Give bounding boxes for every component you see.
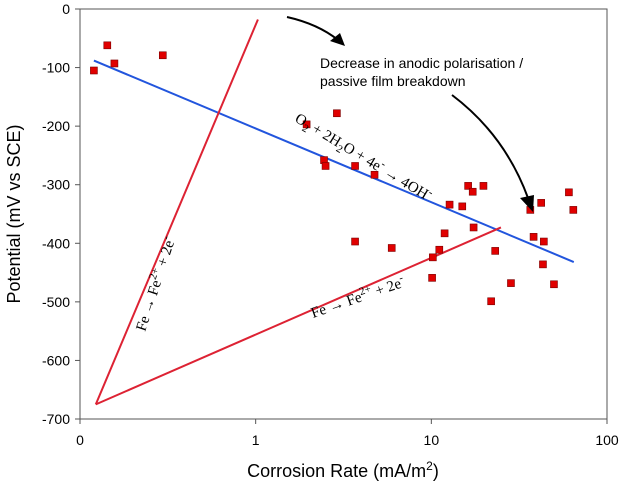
x-axis: 0 1 10 100 <box>76 419 619 448</box>
y-axis: 0 -100 -200 -300 -400 -500 -600 -700 <box>42 1 80 427</box>
annotation-line-2: passive film breakdown <box>320 73 466 89</box>
data-point <box>446 201 453 208</box>
x-tick-label: 100 <box>595 432 619 448</box>
data-point <box>159 52 166 59</box>
data-point <box>488 298 495 305</box>
data-point <box>441 230 448 237</box>
y-tick-label: -100 <box>42 60 70 76</box>
annotation-arrow-1 <box>287 17 338 40</box>
trend-line-3 <box>96 227 501 404</box>
x-axis-title: Corrosion Rate (mA/m2) <box>247 459 439 481</box>
x-tick-label: 1 <box>252 432 260 448</box>
y-axis-title: Potential (mV vs SCE) <box>4 124 24 303</box>
annotation-line-1: Decrease in anodic polarisation / <box>320 55 523 71</box>
data-point <box>388 244 395 251</box>
data-point <box>540 238 547 245</box>
data-point <box>492 247 499 254</box>
y-tick-label: -400 <box>42 235 70 251</box>
data-point <box>429 274 436 281</box>
data-point <box>565 189 572 196</box>
data-point <box>570 206 577 213</box>
fe-equation-cathodic: Fe → Fe2+ + 2e- <box>308 272 407 322</box>
data-point <box>322 162 329 169</box>
x-tick-label: 0 <box>76 432 84 448</box>
data-point <box>333 110 340 117</box>
data-point <box>507 280 514 287</box>
y-tick-label: -500 <box>42 294 70 310</box>
annotation-arrow-2 <box>452 95 528 198</box>
fe-equation-anodic: Fe → Fe2+ + 2e- <box>131 234 179 333</box>
data-point <box>352 238 359 245</box>
data-point <box>90 67 97 74</box>
data-point <box>538 199 545 206</box>
y-tick-label: -300 <box>42 177 70 193</box>
data-point <box>539 261 546 268</box>
y-tick-label: -600 <box>42 352 70 368</box>
data-point <box>469 188 476 195</box>
y-tick-label: -700 <box>42 411 70 427</box>
y-tick-label: 0 <box>62 1 70 17</box>
trend-line-2 <box>96 20 258 405</box>
y-tick-label: -200 <box>42 118 70 134</box>
data-point <box>530 233 537 240</box>
data-point <box>459 203 466 210</box>
data-point <box>436 246 443 253</box>
data-point <box>111 60 118 67</box>
x-tick-label: 10 <box>424 432 440 448</box>
trend-line-1 <box>94 61 574 262</box>
data-point <box>104 42 111 49</box>
data-point <box>480 182 487 189</box>
data-point <box>550 281 557 288</box>
data-point <box>429 254 436 261</box>
data-point <box>470 224 477 231</box>
oxygen-equation: O2 + 2H2O + 4e- → 4OH- <box>290 108 435 207</box>
